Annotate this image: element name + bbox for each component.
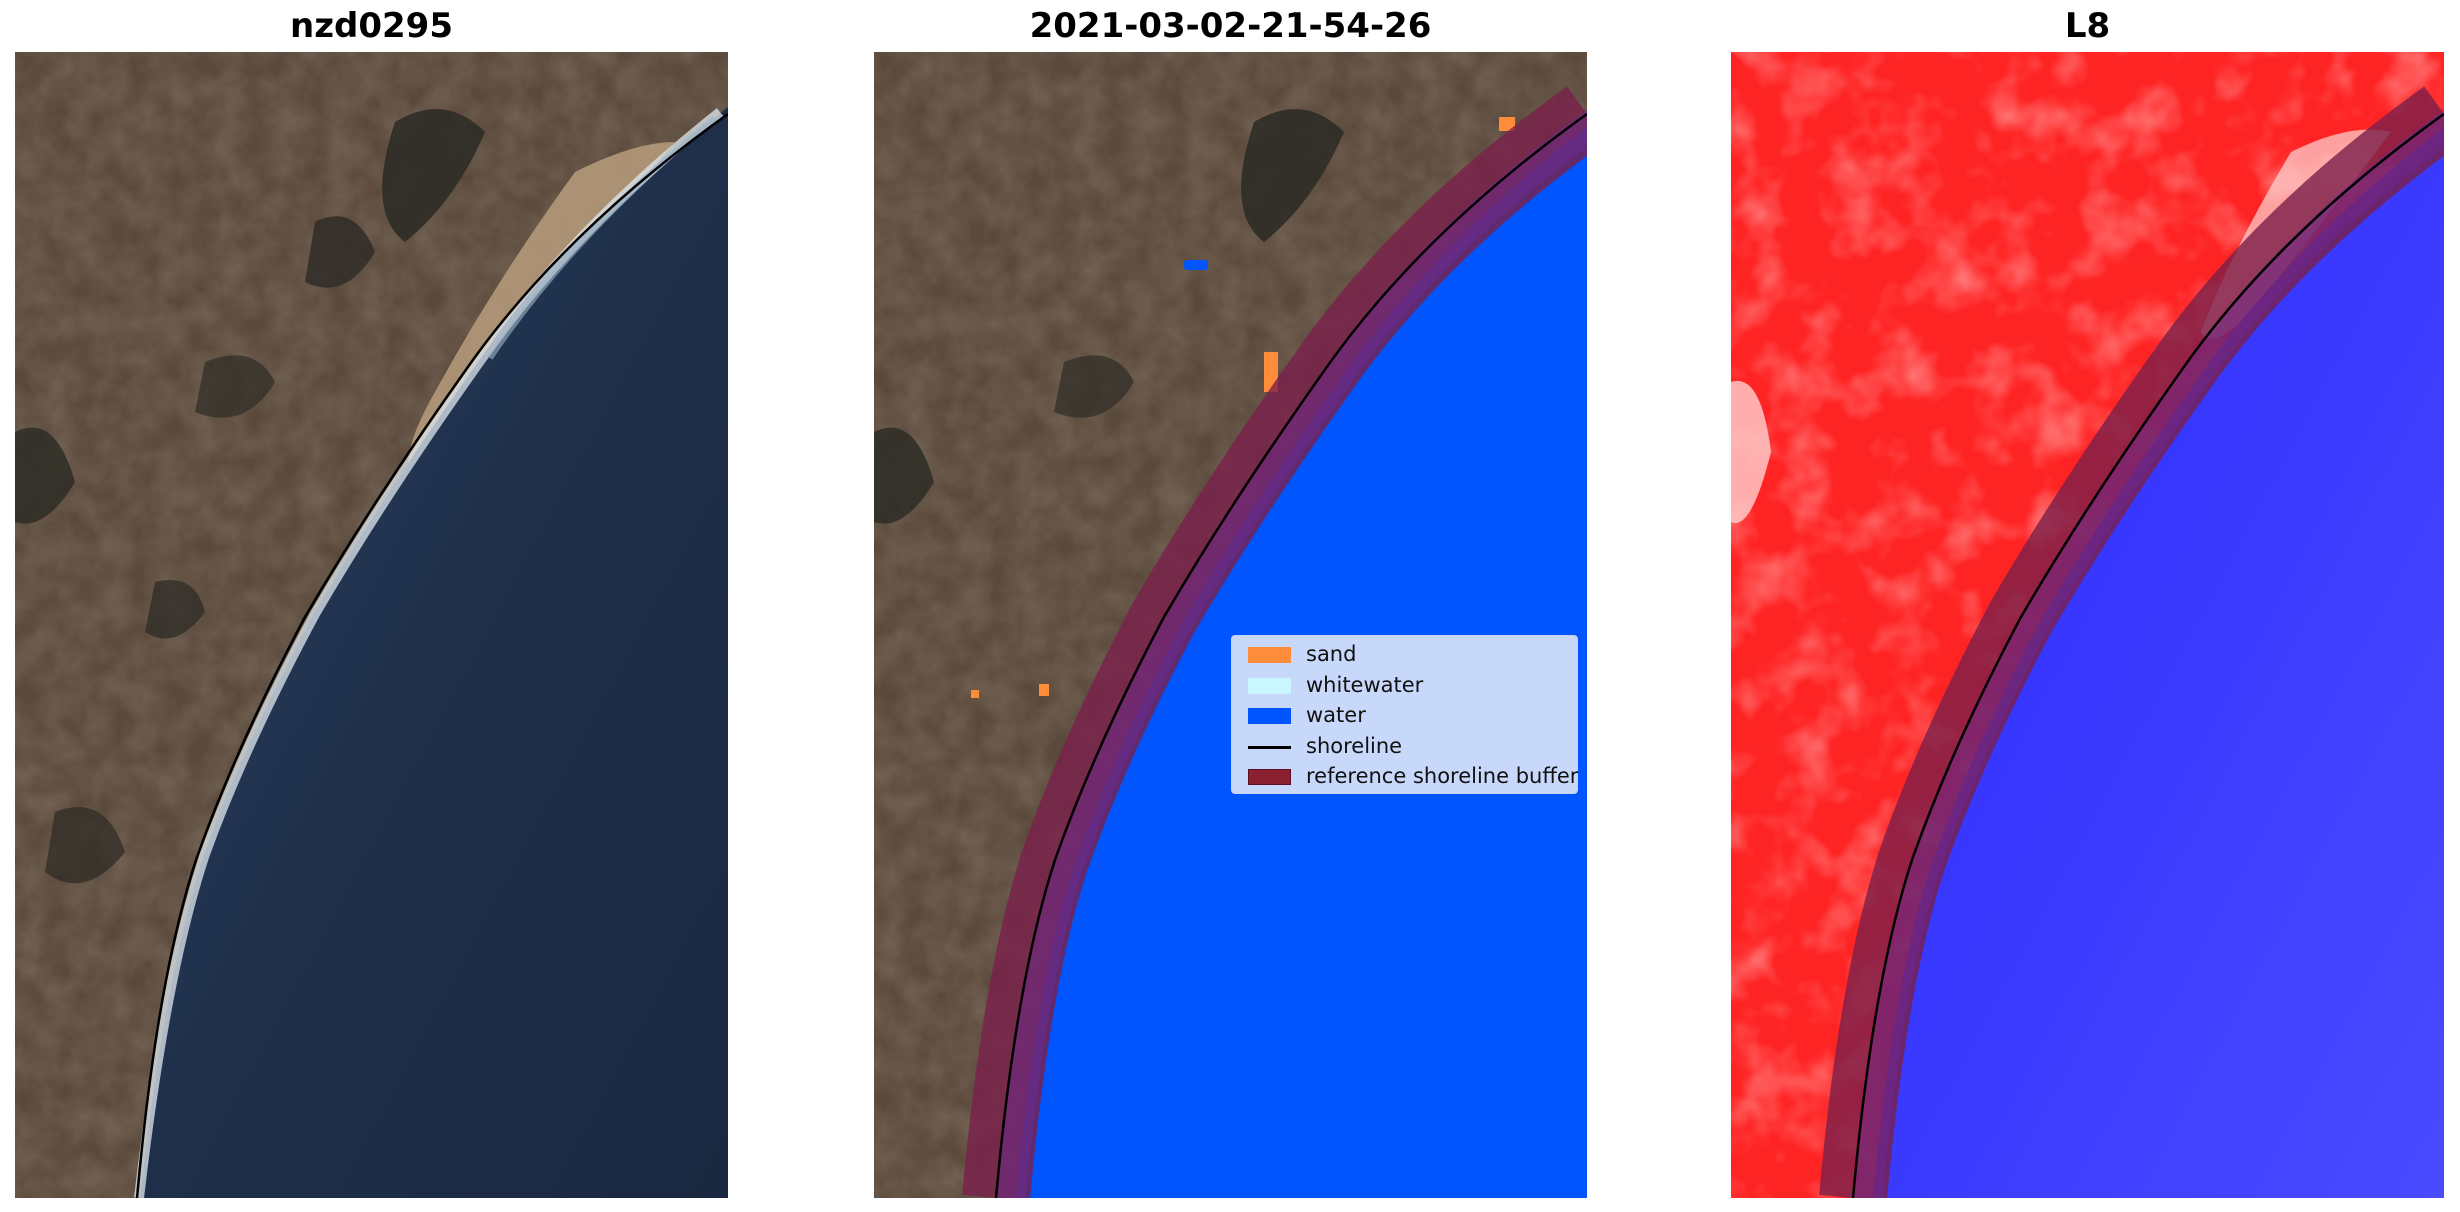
sand-pixel — [1499, 117, 1515, 131]
water-swatch — [1248, 708, 1291, 724]
l8-image-panel — [1731, 52, 2444, 1198]
classified-image-panel — [874, 52, 1587, 1198]
shoreline-line-swatch — [1248, 745, 1291, 749]
legend-item-water: water — [1242, 701, 1567, 732]
ocean-area — [140, 107, 728, 1198]
water-index-area — [1873, 127, 2444, 1198]
legend-label: water — [1306, 703, 1366, 727]
legend-label: shoreline — [1306, 733, 1403, 758]
sand-pixel — [1039, 684, 1049, 696]
panel-title-classified: 2021-03-02-21-54-26 — [1029, 6, 1432, 46]
panel-title-l8: L8 — [2064, 6, 2111, 46]
legend-label: whitewater — [1306, 672, 1424, 697]
rgb-image-panel — [15, 52, 728, 1198]
inland-water-patch — [1184, 260, 1208, 270]
shoreline — [135, 112, 728, 1198]
shoreline — [1851, 112, 2444, 1198]
panel-title-rgb: nzd0295 — [290, 6, 453, 46]
legend-item-buffer: reference shoreline buffer — [1242, 762, 1578, 793]
legend-item-shoreline: shoreline — [1242, 732, 1567, 763]
buffer-swatch — [1248, 769, 1291, 785]
legend: sand whitewater water shoreline referenc… — [1231, 635, 1578, 794]
sand-pixel — [1264, 352, 1278, 392]
legend-item-whitewater: whitewater — [1242, 671, 1567, 702]
whitewater-swatch — [1248, 677, 1291, 694]
sand-swatch — [1248, 647, 1291, 663]
shoreline — [994, 112, 1587, 1198]
legend-label: reference shoreline buffer — [1306, 764, 1579, 788]
sand-pixel — [971, 690, 979, 698]
legend-label: sand — [1306, 642, 1357, 666]
legend-item-sand: sand — [1242, 640, 1567, 671]
